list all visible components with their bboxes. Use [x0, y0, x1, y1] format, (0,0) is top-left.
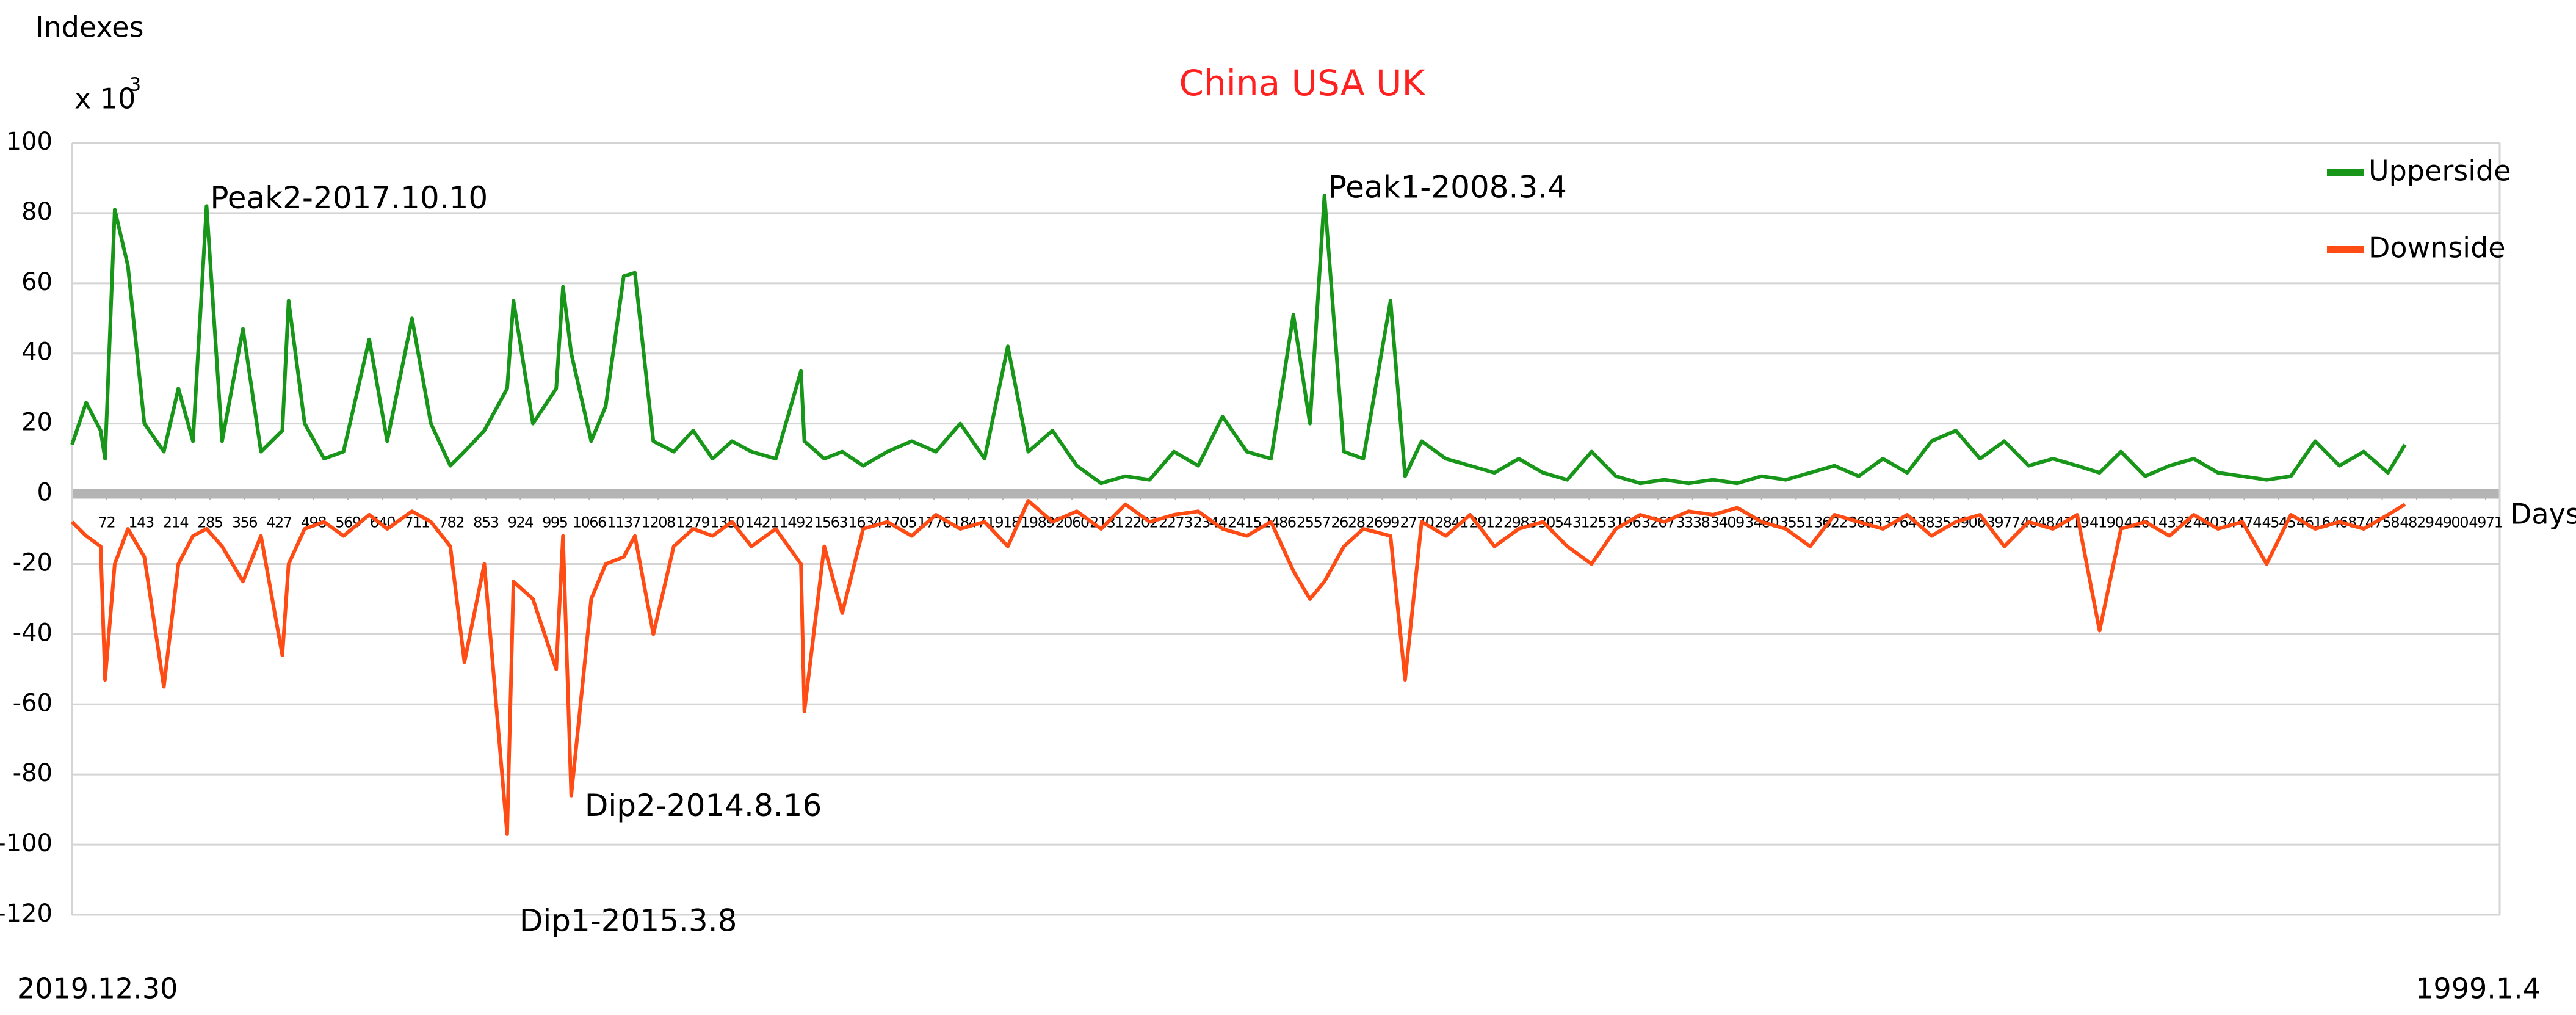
x-tick-label: 4190	[2089, 514, 2123, 531]
x-tick-label: 782	[439, 514, 464, 531]
x-start-label: 2019.12.30	[17, 972, 178, 1005]
x-tick-label: 711	[404, 514, 430, 531]
annotation: Dip2-2014.8.16	[585, 788, 822, 823]
x-tick-label: 1492	[780, 514, 813, 531]
x-tick-label: 72	[98, 514, 115, 531]
x-axis-label: Days	[2510, 498, 2576, 531]
x-tick-label: 2628	[1331, 514, 1364, 531]
y-axis-label: Indexes	[35, 11, 144, 44]
y-tick-label: -100	[0, 829, 52, 857]
y-tick-label: -120	[0, 900, 52, 928]
chart-title: China USA UK	[1179, 62, 1426, 104]
x-tick-label: 569	[335, 514, 361, 531]
y-tick-label: 80	[21, 198, 52, 226]
x-tick-label: 2557	[1297, 514, 1330, 531]
annotation: Peak2-2017.10.10	[210, 180, 488, 216]
x-tick-label: 1137	[607, 514, 640, 531]
y-tick-label: 60	[21, 268, 52, 296]
x-tick-label: 3409	[1710, 514, 1744, 531]
annotation: Dip1-2015.3.8	[519, 903, 737, 938]
x-tick-label: 4900	[2434, 514, 2468, 531]
x-tick-label: 924	[508, 514, 534, 531]
legend-label: Upperside	[2368, 155, 2511, 187]
x-tick-label: 1066	[573, 514, 606, 531]
y-tick-label: -40	[13, 619, 52, 647]
x-tick-label: 427	[266, 514, 292, 531]
x-tick-label: 356	[232, 514, 258, 531]
y-tick-label: -60	[13, 689, 52, 717]
x-tick-label: 285	[197, 514, 223, 531]
annotation: Peak1-2008.3.4	[1328, 170, 1567, 205]
x-tick-label: 143	[128, 514, 154, 531]
data-line	[70, 194, 2407, 486]
y-multiplier-exponent: 3	[129, 75, 141, 96]
x-tick-label: 1563	[814, 514, 847, 531]
y-multiplier: x 10	[74, 82, 136, 115]
x-tick-label: 2699	[1366, 514, 1399, 531]
x-tick-label: 1208	[642, 514, 675, 531]
y-tick-label: 40	[21, 338, 52, 366]
x-tick-label: 4829	[2400, 514, 2433, 531]
y-tick-label: 20	[21, 409, 52, 437]
x-tick-label: 995	[542, 514, 568, 531]
data-line	[70, 499, 2406, 836]
x-tick-label: 214	[163, 514, 189, 531]
x-end-label: 1999.1.4	[2415, 972, 2541, 1005]
y-tick-label: 100	[6, 128, 52, 156]
y-tick-label: 0	[37, 479, 52, 507]
x-tick-label: 2770	[1400, 514, 1433, 531]
x-tick-label: 853	[473, 514, 499, 531]
x-tick-label: 3338	[1676, 514, 1709, 531]
x-tick-label: 3125	[1572, 514, 1606, 531]
y-tick-label: -20	[13, 548, 52, 577]
x-tick-label: 4971	[2469, 514, 2502, 531]
legend-label: Downside	[2368, 231, 2506, 264]
x-tick-label: 2415	[1228, 514, 1261, 531]
y-tick-label: -80	[13, 759, 52, 787]
x-tick-label: 1989	[1021, 514, 1054, 531]
